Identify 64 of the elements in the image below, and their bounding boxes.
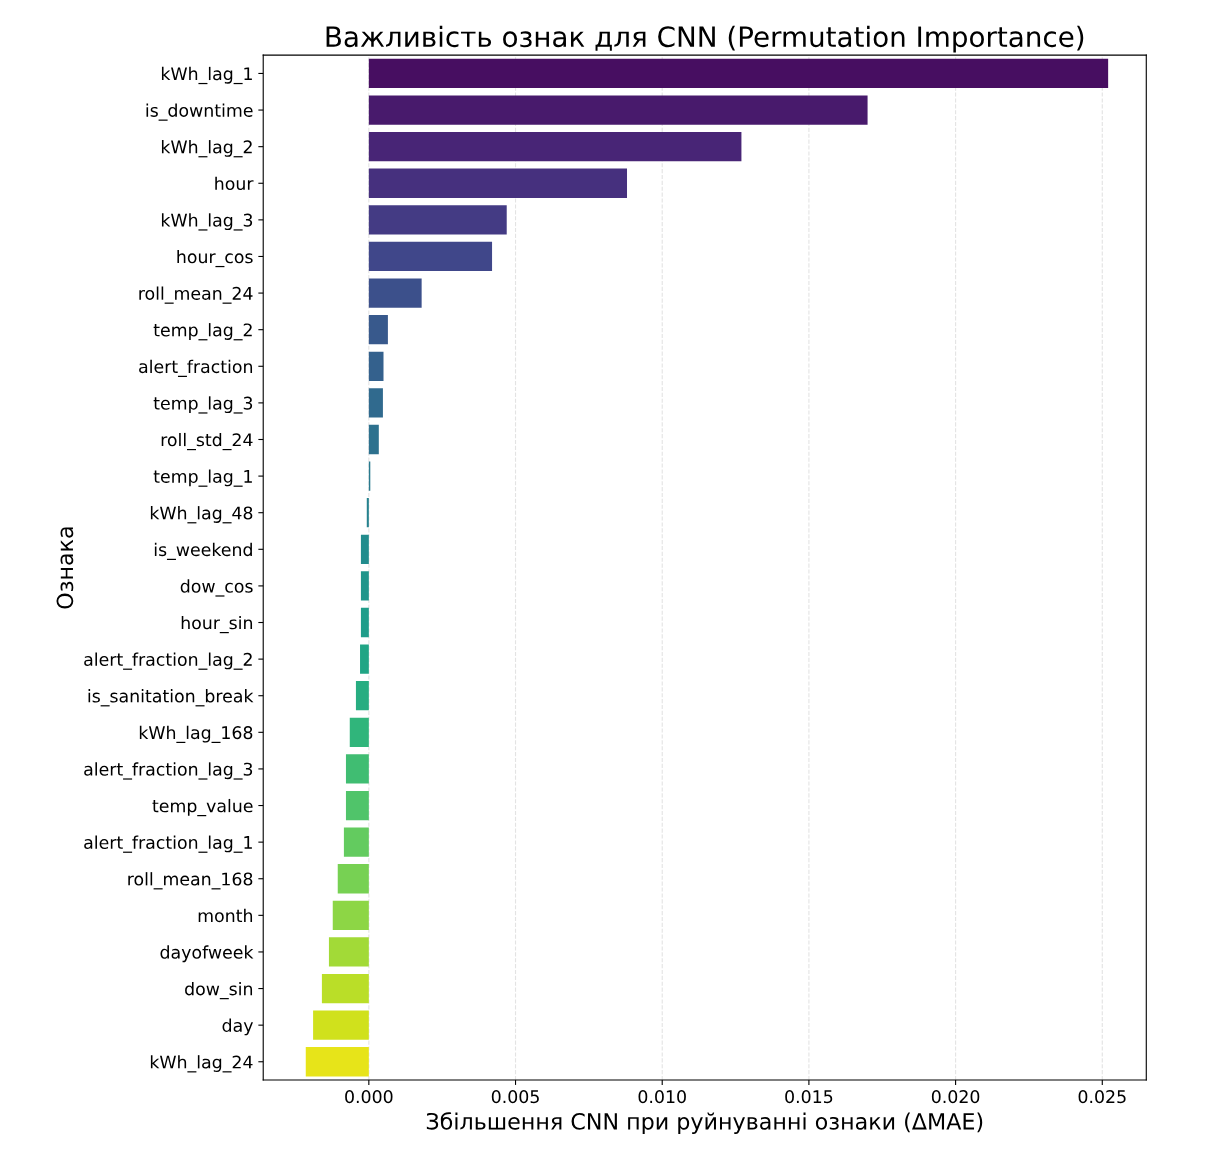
y-tick-label: roll_mean_24 [139, 286, 253, 304]
bar [368, 388, 383, 418]
bar [345, 790, 369, 821]
y-tick-label: alert_fraction_lag_2 [84, 652, 252, 670]
x-tick-label: 0.000 [345, 1090, 393, 1104]
bar [368, 168, 628, 198]
bar [349, 717, 369, 747]
x-tick-label: 0.020 [931, 1090, 980, 1104]
bar [360, 571, 369, 601]
x-tick-label: 0.005 [491, 1090, 539, 1104]
bar [368, 351, 384, 381]
bar [368, 315, 388, 345]
bar [368, 278, 422, 308]
y-tick-label: kWh_lag_1 [161, 66, 252, 85]
y-tick-label: roll_std_24 [161, 432, 253, 451]
y-tick-label: alert_fraction [139, 359, 253, 377]
x-tick-label: 0.025 [1078, 1090, 1126, 1104]
y-tick-label: kWh_lag_24 [150, 1055, 253, 1073]
bar [328, 937, 369, 967]
bar [368, 205, 507, 235]
bar [360, 607, 369, 638]
y-tick-label: day [222, 1018, 253, 1036]
y-tick-label: alert_fraction_lag_3 [84, 762, 253, 780]
bar [355, 681, 369, 711]
y-tick-label: is_downtime [146, 103, 253, 121]
y-tick-label: temp_lag_2 [153, 323, 252, 341]
y-tick-label: kWh_lag_48 [150, 506, 253, 524]
y-tick-label: dow_cos [180, 579, 253, 597]
x-axis-title: Збільшення CNN при руйнуванні ознаки (ΔMAE) [426, 1112, 983, 1135]
bar [343, 827, 369, 857]
bar [337, 864, 369, 894]
y-tick-label: dayofweek [160, 945, 254, 963]
y-tick-label: kWh_lag_168 [139, 725, 253, 744]
y-tick-label: is_sanitation_break [88, 689, 254, 707]
bar [332, 900, 369, 930]
bar [368, 58, 1109, 89]
bar [368, 241, 493, 272]
bar [345, 754, 369, 784]
y-tick-label: kWh_lag_3 [161, 213, 253, 231]
x-tick-label: 0.010 [638, 1090, 686, 1104]
y-tick-label: hour [215, 176, 254, 191]
y-tick-label: temp_value [152, 798, 253, 817]
y-tick-label: temp_lag_3 [153, 396, 253, 414]
bar [368, 95, 868, 125]
y-tick-label: hour_sin [181, 615, 253, 634]
y-tick-label: temp_lag_1 [153, 469, 252, 487]
y-tick-label: is_weekend [154, 542, 252, 560]
y-tick-label: month [198, 908, 253, 923]
bar [366, 498, 369, 528]
y-tick-label: kWh_lag_2 [161, 140, 252, 158]
bar [368, 132, 742, 162]
bar [321, 973, 369, 1004]
y-tick-label: alert_fraction_lag_1 [84, 835, 252, 853]
y-tick-label: roll_mean_168 [128, 872, 253, 890]
x-tick-label: 0.015 [785, 1090, 833, 1104]
bar [368, 424, 379, 455]
bar [313, 1010, 369, 1040]
bar [360, 644, 369, 674]
bar [360, 534, 369, 564]
chart-title: Важливість ознак для CNN (Permutation Importance) [326, 25, 1084, 53]
y-axis-title: Ознака [56, 527, 74, 609]
bar [305, 1047, 369, 1077]
y-tick-label: hour_cos [177, 249, 253, 268]
y-tick-label: dow_sin [185, 981, 253, 1000]
